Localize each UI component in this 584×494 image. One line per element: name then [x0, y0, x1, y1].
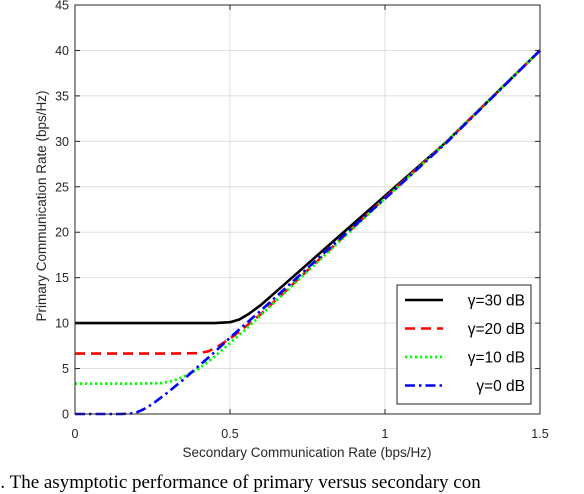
- tick-labels: 0 0.5 1 1.5 0 5 10 15 20 25 30 35 40 45: [55, 0, 549, 441]
- x-tick-label: 1: [382, 427, 389, 441]
- legend-label: γ=30 dB: [468, 293, 525, 310]
- y-tick-label: 15: [55, 271, 69, 285]
- series-line: [75, 49, 541, 386]
- x-axis-label: Secondary Communication Rate (bps/Hz): [182, 445, 431, 460]
- legend-label: γ=0 dB: [476, 378, 525, 395]
- y-tick-label: 5: [62, 362, 69, 376]
- series-line: [75, 49, 541, 416]
- x-tick-label: 1.5: [531, 427, 548, 441]
- tick-marks: [74, 4, 541, 415]
- y-tick-label: 30: [55, 135, 69, 149]
- legend: γ=30 dB γ=20 dB γ=10 dB γ=0 dB: [396, 284, 532, 405]
- y-tick-label: 20: [55, 226, 69, 240]
- y-tick-label: 10: [55, 317, 69, 331]
- legend-label: γ=20 dB: [468, 321, 525, 338]
- y-axis-label: Primary Communication Rate (bps/Hz): [34, 90, 49, 321]
- x-tick-label: 0.5: [221, 427, 238, 441]
- y-tick-label: 35: [55, 89, 69, 103]
- y-tick-label: 40: [55, 44, 69, 58]
- figure-caption: c. The asymptotic performance of primary…: [0, 472, 481, 493]
- y-tick-label: 45: [55, 0, 69, 13]
- legend-box: [396, 284, 532, 405]
- axes-box: [74, 4, 541, 415]
- y-tick-label: 0: [62, 408, 69, 422]
- y-tick-label: 25: [55, 180, 69, 194]
- series-lines: [75, 49, 541, 416]
- x-tick-label: 0: [72, 427, 79, 441]
- series-line: [75, 49, 541, 325]
- legend-label: γ=10 dB: [468, 350, 525, 367]
